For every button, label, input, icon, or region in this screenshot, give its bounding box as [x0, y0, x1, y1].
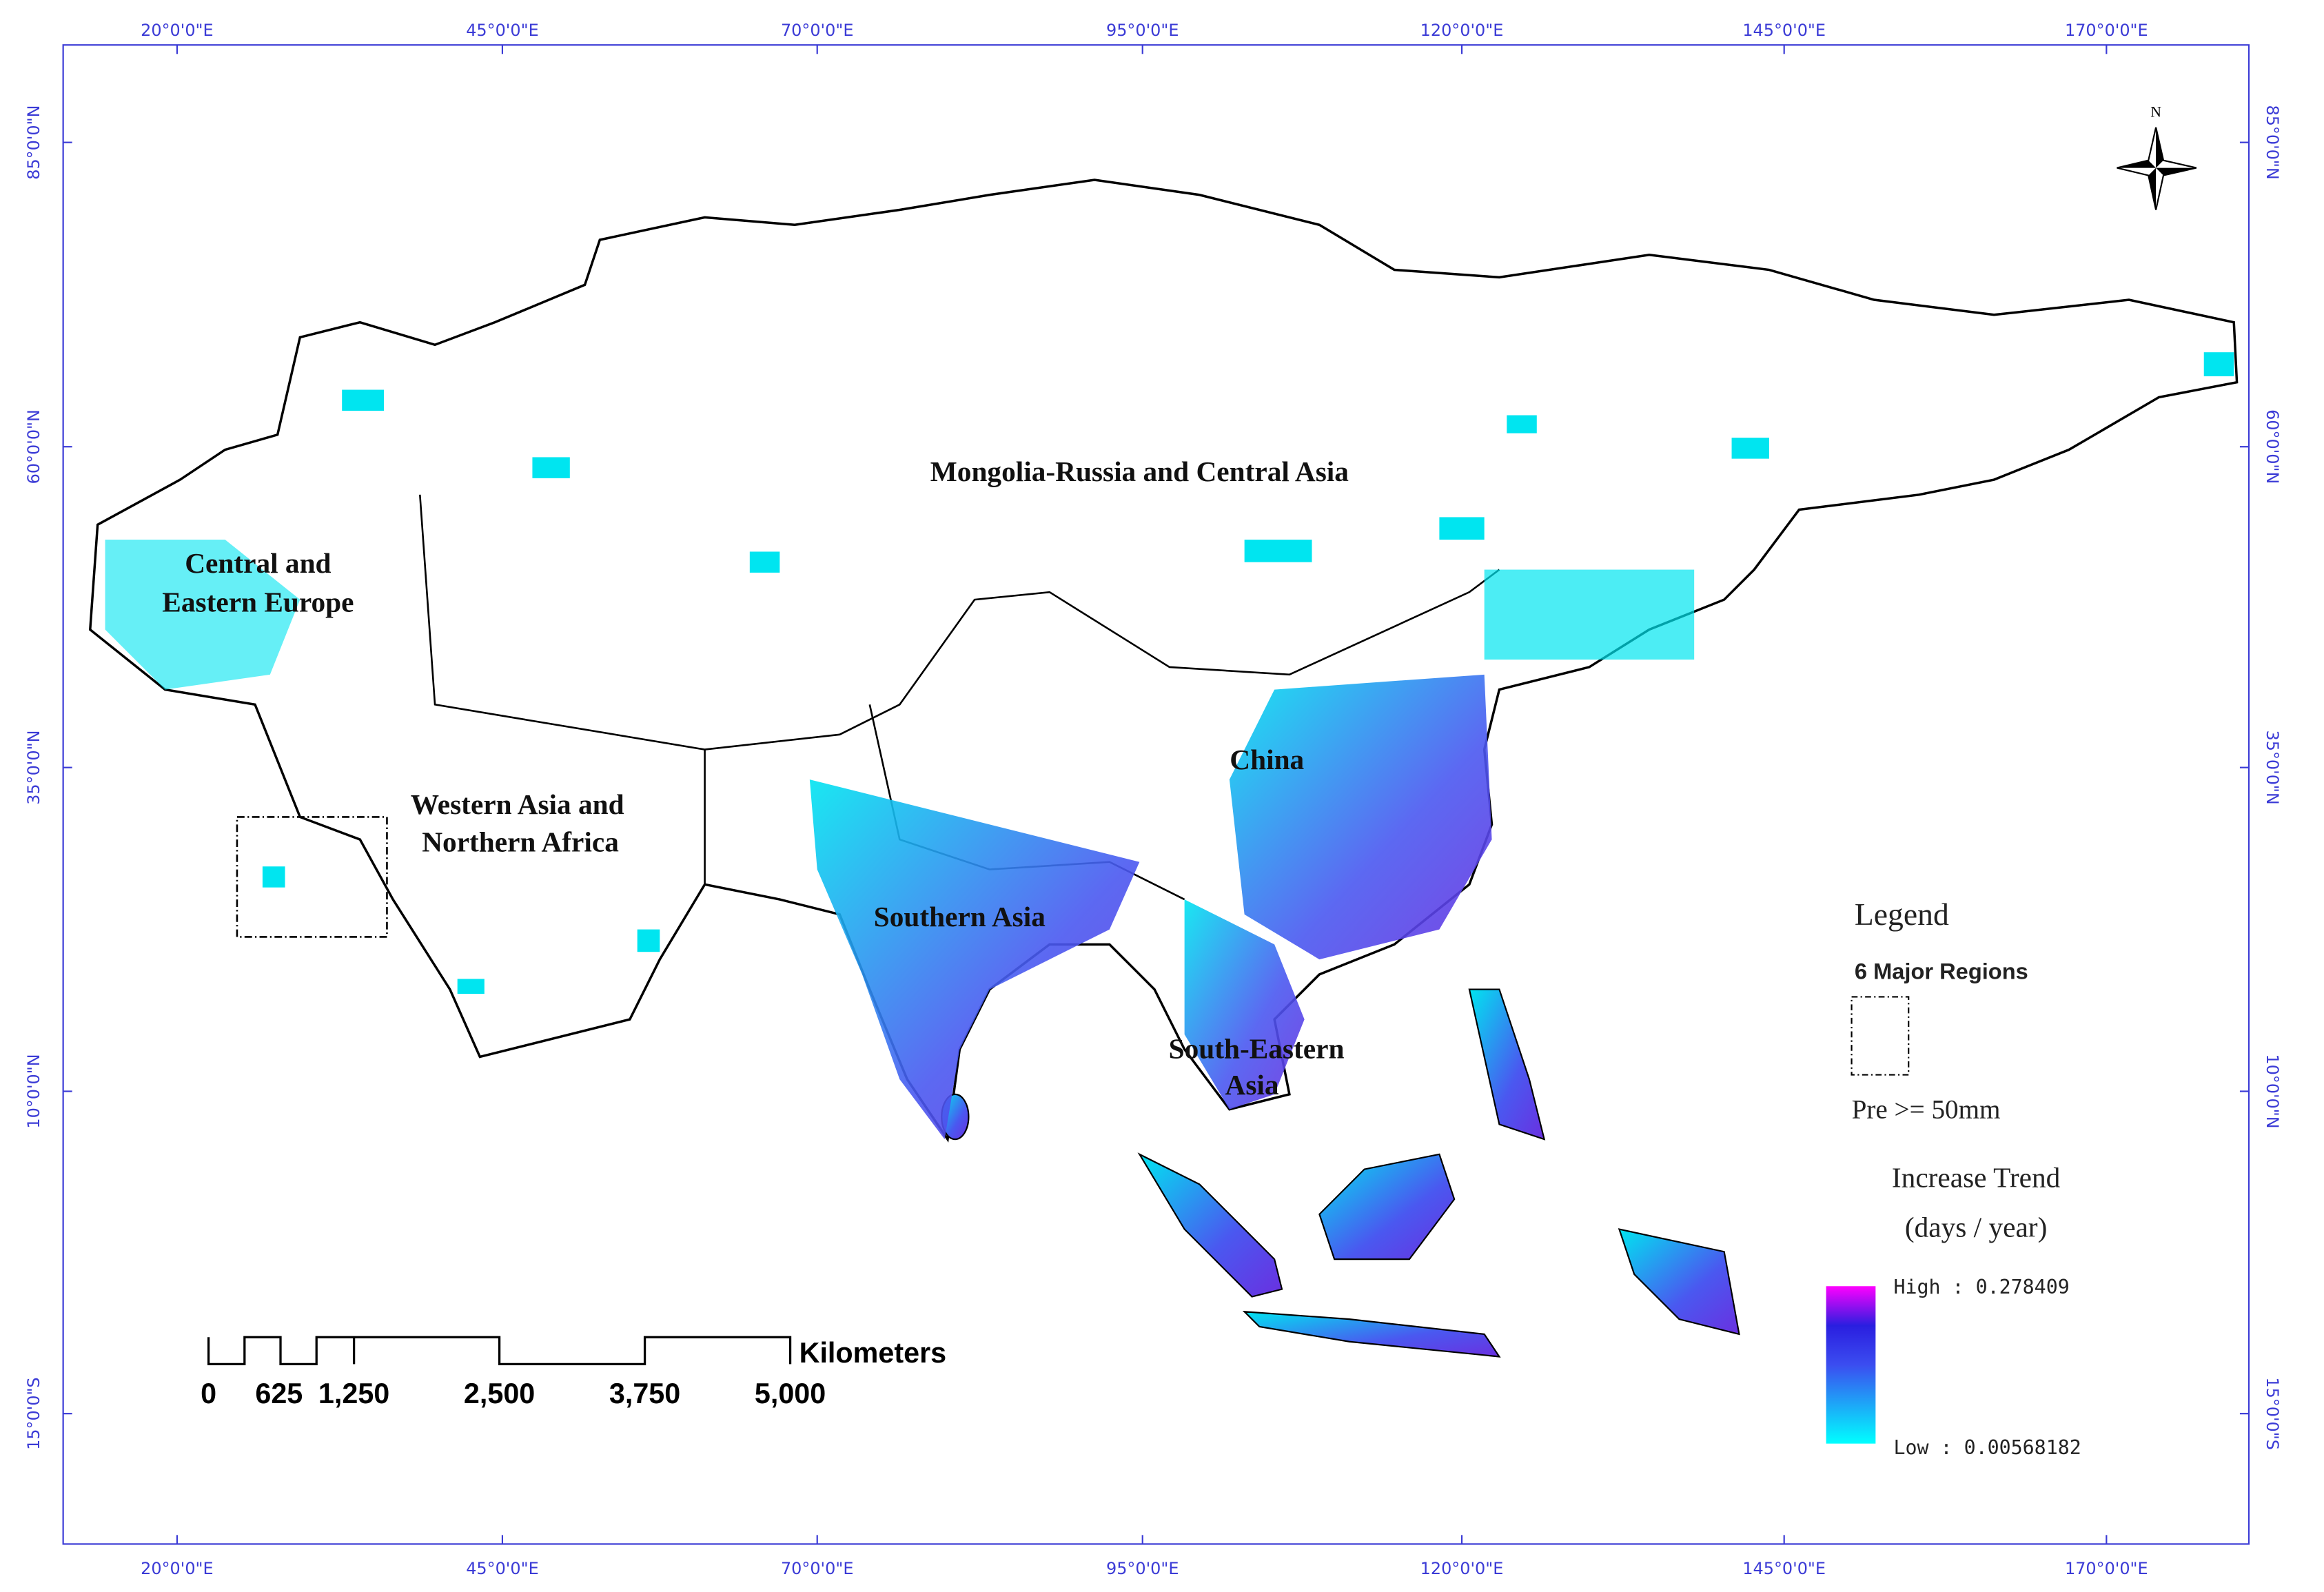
bottom-axis-label: 45°0'0"E: [466, 1559, 538, 1578]
trend-patches: [105, 352, 2234, 1140]
top-axis-label: 20°0'0"E: [141, 21, 213, 40]
bottom-axis-label: 145°0'0"E: [1742, 1559, 1826, 1578]
scale-label: 1,250: [318, 1378, 389, 1409]
top-axis-label: 45°0'0"E: [466, 21, 538, 40]
bottom-axis-label: 70°0'0"E: [781, 1559, 853, 1578]
region-label: Eastern Europe: [162, 586, 354, 618]
africa-boundary: [236, 816, 388, 938]
scale-label: 0: [201, 1378, 216, 1409]
left-axis-label: 60°0'0"N: [24, 409, 43, 484]
bottom-axis-label: 95°0'0"E: [1106, 1559, 1179, 1578]
scale-label: 5,000: [755, 1378, 826, 1409]
right-axis-label: 10°0'0"N: [2263, 1054, 2282, 1128]
island: [1468, 988, 1546, 1141]
left-axis-label: 10°0'0"N: [24, 1054, 43, 1128]
region-label: South-Eastern: [1169, 1033, 1345, 1065]
top-axis-label: 70°0'0"E: [781, 21, 853, 40]
right-axis-label: 60°0'0"N: [2263, 409, 2282, 484]
legend-gradient: [1826, 1286, 1876, 1444]
bottom-axis-label: 170°0'0"E: [2065, 1559, 2148, 1578]
scale-bar: [207, 1336, 792, 1366]
top-axis-label: 145°0'0"E: [1742, 21, 1826, 40]
legend-trend-units: (days / year): [1905, 1211, 2047, 1243]
region-labels: Mongolia-Russia and Central Asia Central …: [162, 456, 1349, 1101]
region-label: Western Asia and: [411, 788, 624, 820]
scale-label: 2,500: [464, 1378, 535, 1409]
map-frame: [62, 44, 2250, 1545]
north-label: N: [2150, 104, 2161, 121]
bottom-axis-label: 20°0'0"E: [141, 1559, 213, 1578]
region-label: Southern Asia: [874, 901, 1046, 932]
top-axis-label: 120°0'0"E: [1420, 21, 1504, 40]
scale-label: 3,750: [609, 1378, 680, 1409]
legend-high: High : 0.278409: [1893, 1276, 2069, 1298]
right-axis-label: 35°0'0"N: [2263, 731, 2282, 805]
left-axis-label: 85°0'0"N: [24, 105, 43, 180]
top-axis-label: 95°0'0"E: [1106, 21, 1179, 40]
island: [1242, 1310, 1501, 1358]
legend-trend-title: Increase Trend: [1892, 1162, 2061, 1194]
legend-low: Low : 0.00568182: [1893, 1436, 2081, 1459]
right-axis-label: 85°0'0"N: [2263, 105, 2282, 180]
scale-unit: Kilometers: [799, 1337, 947, 1369]
region-label: Central and: [185, 547, 331, 579]
top-axis-label: 170°0'0"E: [2065, 21, 2148, 40]
region-label: Mongolia-Russia and Central Asia: [930, 456, 1349, 487]
bottom-axis-label: 120°0'0"E: [1420, 1559, 1504, 1578]
island: [1618, 1228, 1740, 1336]
graticule-ticks: [63, 45, 2249, 1544]
legend-title: Legend: [1855, 897, 1949, 932]
left-axis-label: 35°0'0"N: [24, 731, 43, 805]
left-axis-label: 15°0'0"S: [24, 1377, 43, 1450]
legend-pre: Pre >= 50mm: [1852, 1095, 2001, 1125]
island: [1318, 1153, 1456, 1261]
scale-labels: 0 625 1,250 2,500 3,750 5,000: [201, 1378, 826, 1409]
scale-label: 625: [255, 1378, 303, 1409]
region-label: Northern Africa: [422, 826, 619, 857]
legend-heading: 6 Major Regions: [1855, 958, 2028, 983]
north-arrow: N: [2117, 104, 2197, 210]
region-label: Asia: [1225, 1069, 1278, 1101]
legend-region-swatch: [1851, 996, 1910, 1076]
region-label: China: [1230, 744, 1304, 775]
right-axis-label: 15°0'0"S: [2263, 1377, 2282, 1450]
island: [1137, 1152, 1283, 1298]
